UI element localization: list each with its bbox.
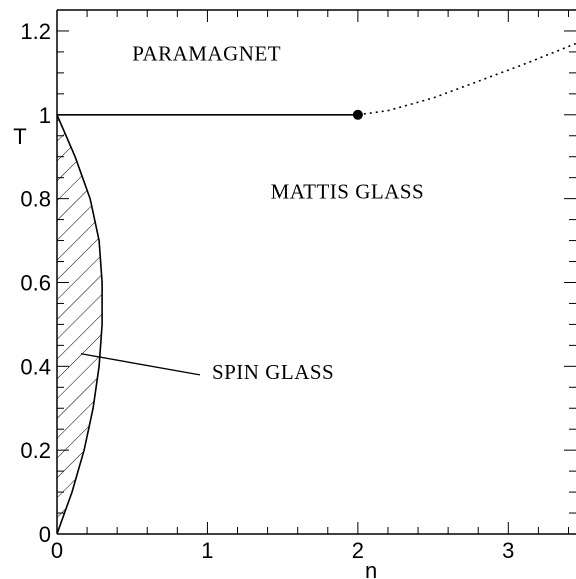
region-label-paramagnet: PARAMAGNET	[132, 41, 281, 65]
plot-area	[57, 42, 576, 534]
region-label-mattis-glass: MATTIS GLASS	[271, 180, 425, 204]
y-tick-label: 0.8	[20, 187, 51, 212]
y-tick-label: 1.2	[20, 19, 51, 44]
series-line-1	[357, 42, 576, 116]
y-tick-label: 1	[39, 103, 51, 128]
critical-point	[352, 109, 363, 120]
region-label-spin-glass: SPIN GLASS	[212, 360, 334, 384]
y-tick-label: 0.6	[20, 270, 51, 295]
x-tick-label: 0	[51, 538, 63, 563]
y-tick-label: 0.4	[20, 354, 51, 379]
y-axis-label: T	[13, 124, 26, 149]
x-axis-label: n	[365, 558, 377, 579]
series-line-2	[57, 114, 103, 534]
annotation-pointer-line	[80, 353, 201, 376]
x-tick-label: 1	[201, 538, 213, 563]
y-tick-label: 0	[39, 522, 51, 547]
x-tick-label: 2	[352, 538, 364, 563]
spin-glass-region	[57, 114, 103, 534]
y-tick-label: 0.2	[20, 438, 51, 463]
x-tick-label: 3	[502, 538, 514, 563]
